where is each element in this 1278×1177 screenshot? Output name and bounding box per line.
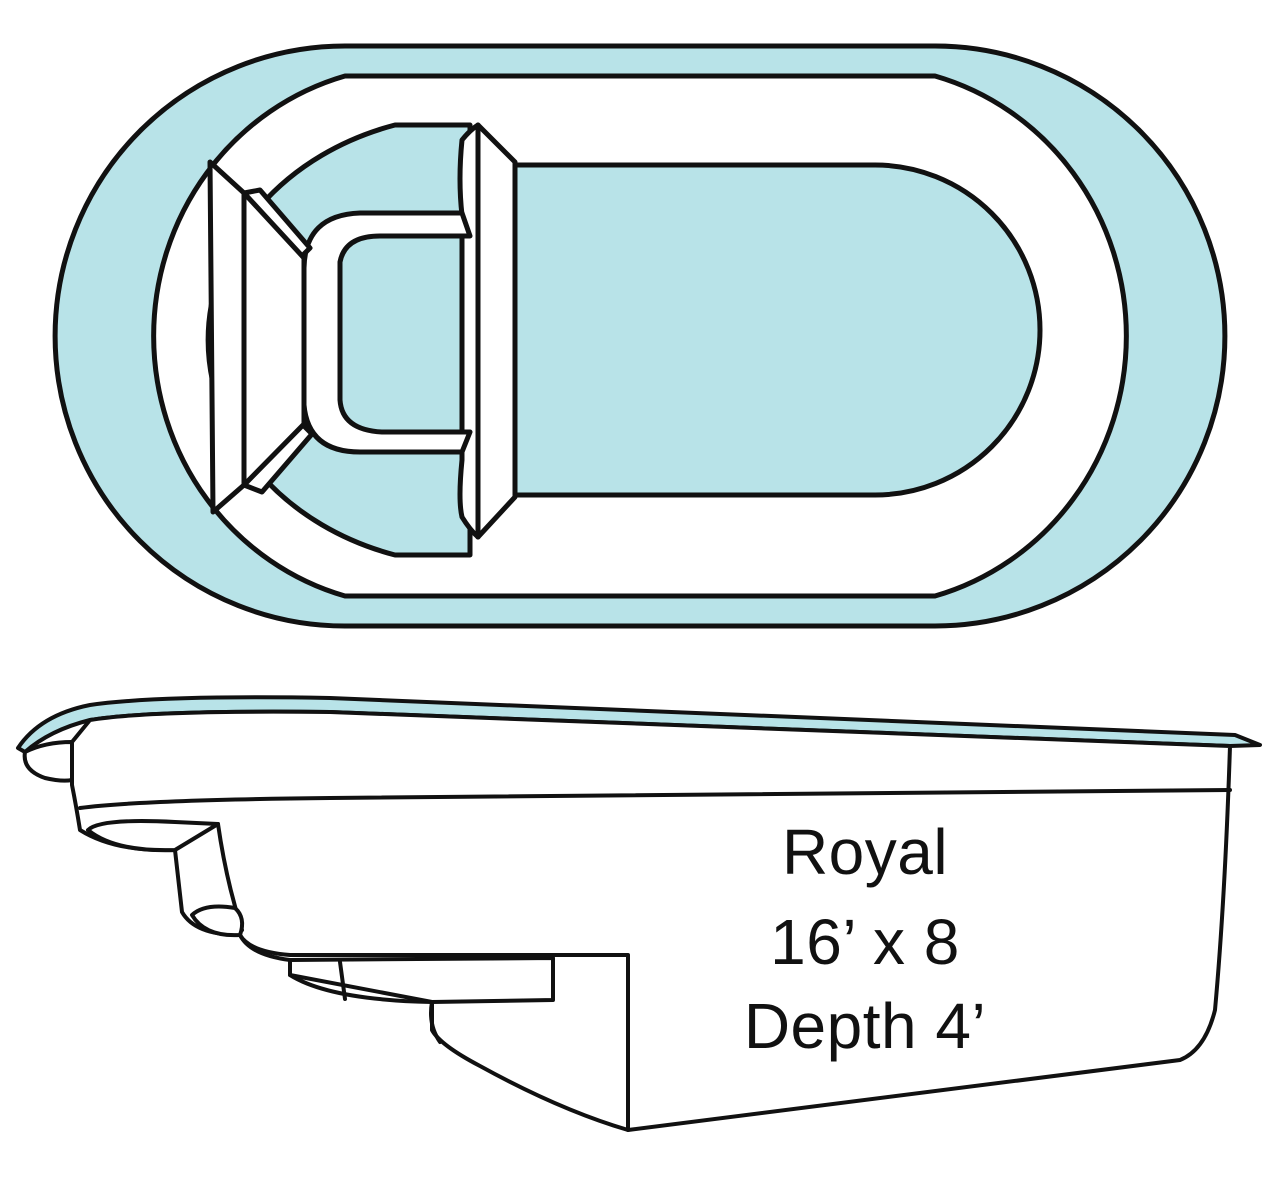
pool-side-view [16, 695, 1262, 1132]
entry-step-inner [241, 190, 307, 488]
pool-model-name: Royal [781, 816, 949, 888]
u-seat [301, 210, 473, 455]
side-bench-foot [190, 904, 245, 938]
entry-step-outer [207, 159, 247, 515]
side-step-divider [338, 960, 347, 1001]
pool-top-view [52, 43, 1228, 629]
side-shell-body [70, 709, 1232, 1132]
step-bench-bar [475, 122, 518, 540]
side-step-block [288, 956, 555, 1004]
step-bench-inner [457, 122, 481, 540]
pool-size: 16’ x 8 [770, 906, 960, 978]
water-main-basin [502, 162, 1043, 498]
side-left-curl [22, 740, 74, 783]
side-waterline [78, 788, 1232, 810]
side-lower-step [429, 1000, 442, 1044]
pool-depth: Depth 4’ [743, 990, 987, 1062]
side-deep-wall [238, 933, 630, 1132]
